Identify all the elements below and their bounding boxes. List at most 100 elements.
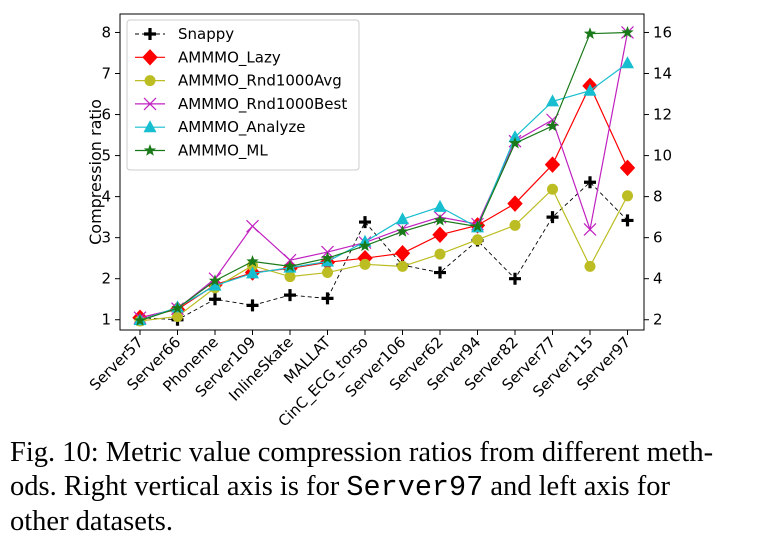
- right-tick-label: 10: [653, 147, 672, 165]
- data-point: [396, 225, 409, 237]
- right-tick-label: 2: [653, 311, 663, 329]
- series-layer: [132, 25, 636, 327]
- data-point: [246, 219, 259, 233]
- left-tick-label: 7: [101, 65, 111, 83]
- right-tick-label: 8: [653, 188, 663, 206]
- data-point: [322, 267, 333, 279]
- data-point: [359, 258, 371, 270]
- series-snappy: [134, 176, 634, 326]
- data-point: [508, 136, 522, 149]
- right-y-axis: 2 4 6 8 10 12 14 16: [644, 23, 672, 329]
- left-tick-label: 5: [101, 147, 111, 165]
- data-point: [321, 251, 334, 264]
- data-point: [359, 216, 371, 229]
- left-tick-label: 6: [101, 106, 111, 124]
- data-point: [284, 271, 296, 283]
- data-point: [208, 278, 222, 291]
- series-line: [139, 84, 629, 319]
- data-point: [433, 199, 447, 212]
- data-point: [547, 183, 558, 195]
- legend-marker: [144, 75, 156, 87]
- data-point: [246, 299, 259, 312]
- caption-line-2-end: and left axis for: [483, 471, 671, 502]
- data-point: [171, 301, 184, 314]
- data-point: [433, 213, 447, 226]
- right-tick-label: 14: [653, 65, 672, 83]
- right-tick-label: 16: [653, 23, 672, 41]
- series-line: [139, 62, 628, 321]
- data-point: [209, 293, 221, 306]
- data-point: [434, 266, 446, 279]
- data-point: [619, 159, 636, 177]
- right-tick-label: 12: [653, 106, 672, 124]
- y-axis-label: Compression ratio: [86, 99, 105, 245]
- legend-label: AMMMO_Rnd1000Avg: [178, 72, 342, 91]
- series-ammmo-ml: [133, 25, 634, 326]
- data-point: [546, 94, 559, 107]
- left-y-axis: 1 2 3 4 5 6 7 8: [101, 23, 120, 329]
- right-tick-label: 6: [653, 229, 663, 247]
- series-line: [139, 31, 628, 322]
- legend-marker: [144, 28, 156, 40]
- legend-label: Snappy: [178, 25, 234, 43]
- caption-line-1: Fig. 10: Metric value compression ratios…: [10, 437, 714, 468]
- data-point: [246, 266, 259, 279]
- left-tick-label: 8: [101, 23, 111, 41]
- data-point: [508, 130, 522, 143]
- data-point: [394, 245, 411, 262]
- data-point: [396, 212, 409, 225]
- left-tick-label: 4: [101, 188, 111, 206]
- left-tick-label: 2: [101, 270, 111, 288]
- caption-dataset-name: Server97: [346, 471, 484, 504]
- legend-label: AMMMO_Lazy: [178, 48, 281, 67]
- right-tick-label: 4: [653, 270, 663, 288]
- data-point: [583, 223, 597, 236]
- legend-marker: [143, 144, 157, 156]
- legend-entry: Snappy: [135, 25, 234, 43]
- data-point: [583, 27, 597, 39]
- legend-marker: [142, 49, 158, 66]
- data-point: [546, 211, 559, 224]
- data-point: [507, 195, 523, 212]
- data-point: [584, 260, 596, 272]
- data-point: [621, 25, 634, 38]
- caption-line-3: other datasets.: [10, 506, 174, 537]
- data-point: [208, 274, 222, 287]
- legend-label: AMMMO_Analyze: [178, 118, 306, 137]
- data-point: [509, 219, 521, 231]
- data-point: [622, 190, 633, 202]
- legend-entry: AMMMO_Rnd1000Avg: [135, 72, 342, 91]
- legend-entry: AMMMO_Rnd1000Best: [135, 95, 347, 114]
- data-point: [546, 119, 559, 132]
- legend-entry: AMMMO_ML: [135, 142, 268, 161]
- legend-marker: [143, 97, 157, 111]
- left-tick-label: 1: [101, 311, 111, 329]
- figure-caption: Fig. 10: Metric value compression ratios…: [10, 436, 770, 539]
- legend-entry: AMMMO_Analyze: [135, 118, 306, 137]
- data-point: [434, 248, 446, 260]
- data-point: [321, 292, 334, 305]
- legend-box: [126, 19, 360, 171]
- series-line: [139, 188, 629, 322]
- left-tick-label: 3: [101, 229, 111, 247]
- data-point: [584, 176, 596, 189]
- legend-entry: AMMMO_Lazy: [135, 48, 281, 67]
- legend-label: AMMMO_Rnd1000Best: [178, 95, 347, 114]
- data-point: [172, 310, 183, 322]
- series-ammmo-rnd1000avg: [134, 183, 633, 327]
- data-point: [583, 83, 597, 96]
- caption-line-2-start: ods. Right vertical axis is for: [10, 471, 347, 502]
- data-point: [133, 314, 147, 326]
- data-point: [509, 272, 521, 285]
- data-point: [544, 156, 561, 173]
- data-point: [471, 220, 484, 232]
- data-point: [432, 226, 448, 244]
- data-point: [397, 260, 408, 272]
- data-point: [472, 234, 483, 246]
- x-axis: Server57Server66PhonemeServer109InlineSk…: [86, 330, 634, 430]
- data-point: [283, 259, 297, 272]
- legend-label: AMMMO_ML: [178, 142, 268, 161]
- data-point: [246, 254, 259, 267]
- series-line: [139, 32, 629, 319]
